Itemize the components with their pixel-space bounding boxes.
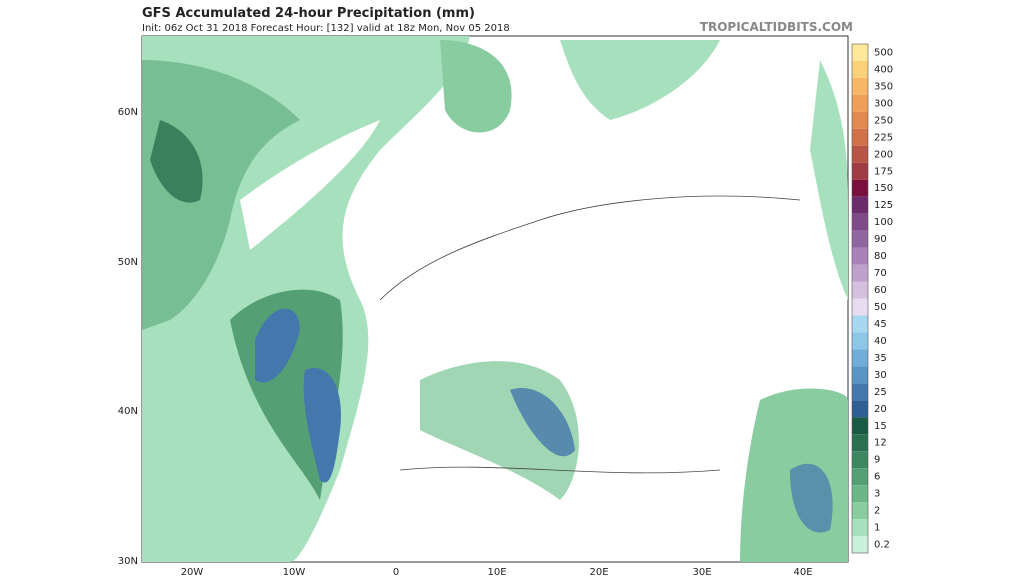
lon-label: 10W xyxy=(283,567,306,576)
colorbar-label: 45 xyxy=(874,319,887,330)
colorbar-label: 1 xyxy=(874,523,880,534)
colorbar-swatch xyxy=(852,60,868,78)
lon-label: 20E xyxy=(589,567,608,576)
colorbar-label: 150 xyxy=(874,183,893,194)
colorbar-label: 100 xyxy=(874,217,893,228)
colorbar-label: 200 xyxy=(874,149,893,160)
lon-label: 0 xyxy=(393,567,399,576)
colorbar-swatch xyxy=(852,434,868,452)
colorbar-swatch xyxy=(852,400,868,418)
colorbar-swatch xyxy=(852,264,868,282)
colorbar-swatch xyxy=(852,179,868,197)
colorbar-label: 40 xyxy=(874,336,887,347)
colorbar-label: 350 xyxy=(874,81,893,92)
colorbar-label: 2 xyxy=(874,506,880,517)
colorbar-swatch xyxy=(852,145,868,163)
colorbar-swatch xyxy=(852,417,868,435)
colorbar-label: 175 xyxy=(874,166,893,177)
colorbar-label: 3 xyxy=(874,489,880,500)
colorbar-label: 0.2 xyxy=(874,540,890,551)
lat-label: 40N xyxy=(118,406,138,417)
colorbar-swatch xyxy=(852,44,868,61)
colorbar-swatch xyxy=(852,213,868,231)
colorbar-label: 500 xyxy=(874,47,893,58)
colorbar: 5004003503002502252001751501251009080706… xyxy=(851,43,893,554)
colorbar-label: 225 xyxy=(874,132,893,143)
colorbar-swatch xyxy=(852,77,868,95)
colorbar-label: 80 xyxy=(874,251,887,262)
colorbar-swatch xyxy=(852,247,868,265)
colorbar-label: 250 xyxy=(874,115,893,126)
colorbar-label: 90 xyxy=(874,234,887,245)
colorbar-swatch xyxy=(852,315,868,333)
colorbar-label: 9 xyxy=(874,455,880,466)
colorbar-swatch xyxy=(852,94,868,112)
source: TROPICALTIDBITS.COM xyxy=(700,20,853,34)
subtitle: Init: 06z Oct 31 2018 Forecast Hour: [13… xyxy=(142,23,510,34)
colorbar-swatch xyxy=(852,332,868,350)
colorbar-swatch xyxy=(852,162,868,180)
colorbar-label: 400 xyxy=(874,64,893,75)
colorbar-swatch xyxy=(852,349,868,367)
colorbar-swatch xyxy=(852,451,868,469)
colorbar-frame xyxy=(851,43,869,554)
lat-label: 60N xyxy=(118,107,138,118)
lat-label: 50N xyxy=(118,257,138,268)
colorbar-label: 6 xyxy=(874,472,880,483)
lon-label: 10E xyxy=(487,567,506,576)
colorbar-swatch xyxy=(852,196,868,214)
colorbar-label: 30 xyxy=(874,370,887,381)
colorbar-label: 300 xyxy=(874,98,893,109)
colorbar-swatch xyxy=(852,366,868,384)
colorbar-label: 20 xyxy=(874,404,887,415)
latitude-labels: 60N 50N 40N 30N xyxy=(118,107,138,567)
colorbar-swatch xyxy=(852,128,868,146)
colorbar-swatch xyxy=(852,383,868,401)
colorbar-swatch xyxy=(852,519,868,537)
colorbar-swatch xyxy=(852,281,868,299)
colorbar-label: 15 xyxy=(874,421,887,432)
lon-label: 40E xyxy=(793,567,812,576)
lat-label: 30N xyxy=(118,556,138,567)
colorbar-label: 25 xyxy=(874,387,887,398)
colorbar-label: 60 xyxy=(874,285,887,296)
longitude-labels: 20W 10W 0 10E 20E 30E 40E xyxy=(181,567,813,578)
colorbar-label: 12 xyxy=(874,438,887,449)
lon-label: 30E xyxy=(692,567,711,576)
colorbar-swatch xyxy=(852,485,868,503)
map xyxy=(141,35,849,563)
colorbar-swatch xyxy=(852,536,868,553)
colorbar-swatch xyxy=(852,230,868,248)
colorbar-label: 50 xyxy=(874,302,887,313)
lon-label: 20W xyxy=(181,567,204,576)
colorbar-swatch xyxy=(852,111,868,129)
colorbar-swatch xyxy=(852,502,868,520)
colorbar-swatch xyxy=(852,298,868,316)
colorbar-label: 70 xyxy=(874,268,887,279)
colorbar-swatch xyxy=(852,468,868,486)
title: GFS Accumulated 24-hour Precipitation (m… xyxy=(142,6,475,21)
colorbar-label: 35 xyxy=(874,353,887,364)
colorbar-label: 125 xyxy=(874,200,893,211)
